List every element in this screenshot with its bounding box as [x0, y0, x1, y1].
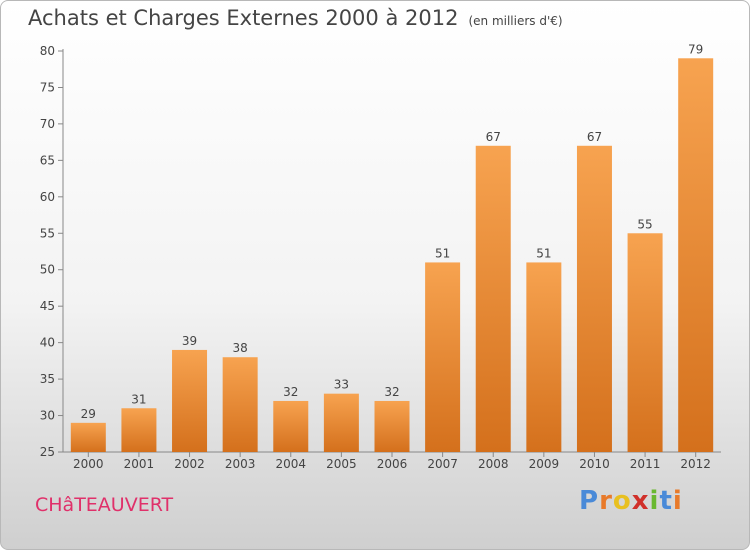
y-tick-label: 40	[40, 336, 55, 350]
y-tick-label: 45	[40, 299, 55, 313]
data-label: 67	[486, 130, 501, 144]
data-label: 38	[233, 341, 248, 355]
bar	[374, 400, 410, 452]
y-tick-label: 25	[40, 445, 55, 459]
bar	[70, 422, 106, 452]
x-tick-label: 2005	[326, 457, 357, 471]
place-name: CHâTEAUVERT	[35, 494, 174, 516]
x-tick-label: 2001	[124, 457, 155, 471]
data-label: 31	[131, 392, 146, 406]
data-label: 55	[637, 217, 652, 231]
x-tick-label: 2009	[529, 457, 560, 471]
x-tick-label: 2000	[73, 457, 104, 471]
bar	[425, 262, 461, 452]
logo-letter: i	[649, 486, 660, 516]
y-tick-label: 55	[40, 226, 55, 240]
chart-subtitle: (en milliers d'€)	[468, 14, 563, 28]
bar	[678, 58, 714, 453]
bar	[121, 408, 157, 452]
chart-title: Achats et Charges Externes 2000 à 2012	[28, 6, 459, 30]
data-label: 39	[182, 334, 197, 348]
data-label: 51	[435, 246, 450, 260]
bar	[627, 233, 663, 452]
bar	[323, 393, 359, 452]
x-tick-label: 2012	[680, 457, 711, 471]
y-tick-label: 70	[40, 117, 55, 131]
logo-letter: r	[599, 486, 613, 516]
data-label: 67	[587, 130, 602, 144]
logo-letter: t	[659, 486, 673, 516]
x-tick-label: 2008	[478, 457, 509, 471]
bar	[526, 262, 562, 452]
bar	[576, 145, 612, 453]
data-label: 51	[536, 246, 551, 260]
proxiti-logo: Proxiti	[579, 486, 683, 516]
data-label: 32	[384, 385, 399, 399]
y-tick-label: 60	[40, 190, 55, 204]
bar	[475, 145, 511, 453]
y-tick-label: 30	[40, 409, 55, 423]
y-tick-label: 75	[40, 80, 55, 94]
data-label: 79	[688, 42, 703, 56]
chart-title-block: Achats et Charges Externes 2000 à 2012 (e…	[28, 6, 563, 30]
x-tick-label: 2010	[579, 457, 610, 471]
logo-letter: x	[631, 486, 650, 516]
bar	[222, 357, 258, 452]
y-tick-label: 35	[40, 372, 55, 386]
logo-letter: P	[579, 486, 600, 516]
data-label: 33	[334, 378, 349, 392]
y-tick-label: 65	[40, 153, 55, 167]
x-tick-label: 2003	[225, 457, 256, 471]
data-label: 29	[81, 407, 96, 421]
x-tick-label: 2006	[377, 457, 408, 471]
x-tick-label: 2011	[630, 457, 661, 471]
logo-letter: o	[612, 486, 632, 516]
y-tick-label: 80	[40, 44, 55, 58]
x-tick-label: 2002	[174, 457, 205, 471]
x-tick-label: 2004	[275, 457, 306, 471]
x-tick-label: 2007	[427, 457, 458, 471]
data-label: 32	[283, 385, 298, 399]
logo-letter: i	[672, 486, 683, 516]
bar	[273, 400, 309, 452]
y-tick-label: 50	[40, 263, 55, 277]
bar	[172, 349, 208, 452]
